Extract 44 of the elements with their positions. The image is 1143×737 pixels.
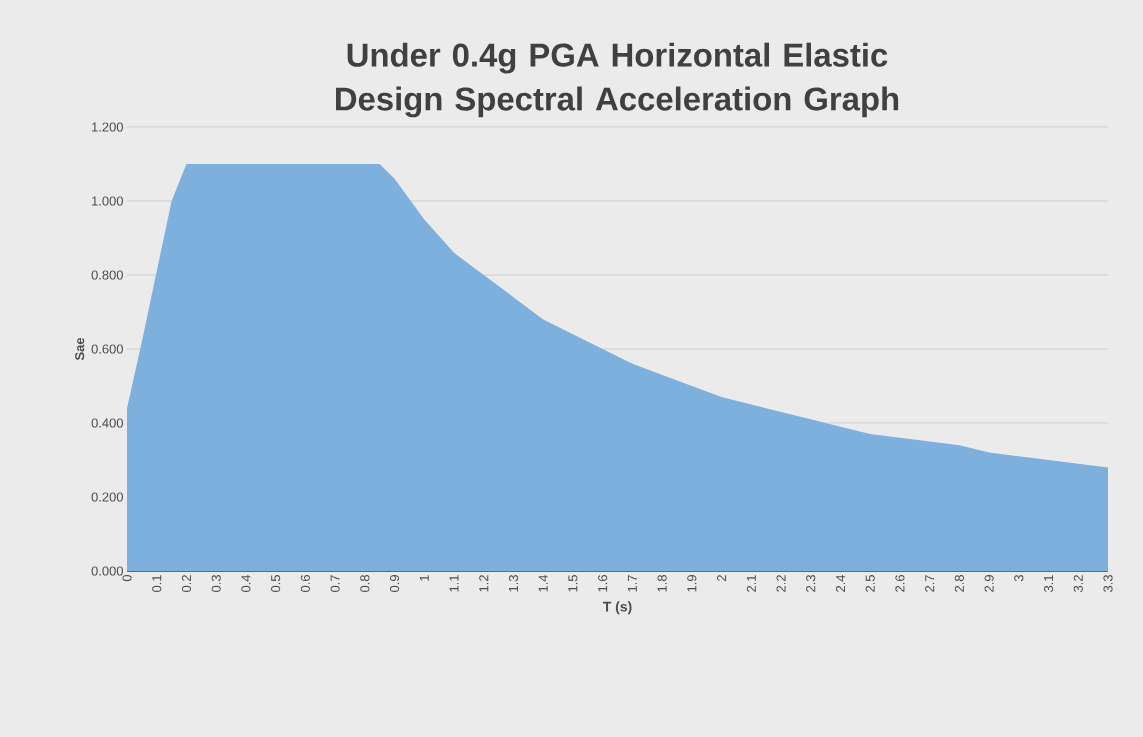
x-tick-label: 0.3	[211, 575, 221, 593]
x-tick-label: 1.1	[449, 575, 459, 592]
x-tick-label: 2.9	[984, 575, 994, 592]
x-tick-label: 2.7	[925, 575, 935, 592]
x-tick-label: 0	[122, 575, 132, 582]
x-tick-label: 3.3	[1103, 575, 1113, 593]
y-tick-label: 0.800	[91, 270, 123, 280]
x-tick-label: 2.3	[806, 575, 816, 592]
y-tick-label: 0.600	[91, 344, 123, 354]
x-tick-label: 0.1	[152, 575, 162, 593]
x-tick-label: 0.2	[181, 575, 192, 593]
x-axis-title: T (s)	[602, 601, 632, 615]
x-tick-label: 0.8	[360, 575, 370, 593]
x-tick-label: 1.2	[479, 575, 489, 592]
x-tick-label: 3.1	[1043, 575, 1054, 593]
x-tick-label: 0.5	[271, 575, 281, 593]
x-tick-label: 1.4	[538, 574, 548, 592]
y-tick-label: 0.000	[91, 566, 123, 576]
x-tick-label: 0.6	[300, 575, 310, 593]
x-tick-label: 2.1	[746, 575, 756, 592]
x-tick-label: 3.2	[1073, 575, 1083, 593]
y-tick-label: 1.200	[92, 122, 123, 132]
x-tick-label: 1.6	[598, 575, 608, 592]
x-tick-label: 2	[717, 575, 727, 582]
x-tick-label: 0.7	[330, 575, 340, 593]
x-tick-label: 0.4	[241, 574, 251, 593]
x-tick-label: 1.8	[657, 575, 667, 592]
x-tick-label: 1.3	[508, 575, 519, 592]
x-tick-label: 1.7	[627, 575, 637, 592]
x-tick-label: 1	[419, 575, 429, 581]
x-tick-label: 2.6	[895, 575, 905, 592]
y-tick-label: 0.400	[91, 418, 123, 428]
y-tick-label: 1.000	[92, 196, 123, 206]
x-tick-label: 2.8	[954, 575, 964, 592]
chart-title: Under 0.4g PGA Horizontal Elastic Design Spectral Acceleration Graph	[336, 42, 899, 118]
y-tick-label: 0.200	[91, 492, 123, 502]
x-tick-label: 1.5	[568, 575, 578, 592]
x-tick-label: 1.9	[687, 575, 697, 592]
x-tick-label: 3	[1014, 575, 1024, 582]
x-tick-label: 2.4	[835, 574, 845, 592]
y-axis-title: Sae	[75, 337, 85, 361]
x-tick-label: 0.9	[389, 575, 400, 593]
x-tick-label: 2.2	[776, 575, 786, 592]
x-tick-label: 2.5	[865, 575, 875, 592]
